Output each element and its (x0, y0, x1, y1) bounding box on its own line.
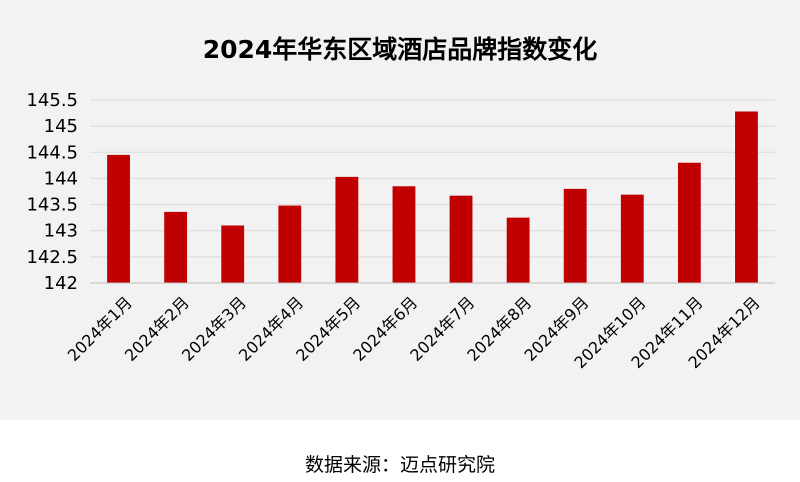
bars (107, 111, 758, 283)
y-tick-label: 145.5 (26, 90, 78, 111)
y-axis: 145.5 145 144.5 144 143.5 143 142.5 142 (26, 90, 78, 294)
data-source-note: 数据来源：迈点研究院 (304, 454, 495, 476)
bar (107, 154, 130, 283)
bar (449, 195, 473, 283)
bar (677, 162, 701, 283)
x-axis: 2024年1月2024年2月2024年3月2024年4月2024年5月2024年… (64, 282, 775, 372)
bar (620, 194, 644, 283)
bar (278, 205, 302, 283)
bar (164, 211, 188, 283)
bar (221, 225, 245, 283)
y-tick-label: 143.5 (26, 195, 78, 216)
chart-title: 2024年华东区域酒店品牌指数变化 (202, 35, 598, 64)
y-tick-label: 145 (44, 116, 78, 137)
bar (335, 176, 359, 283)
y-tick-label: 142.5 (26, 247, 78, 268)
y-tick-label: 143 (44, 221, 78, 242)
y-tick-label: 144 (44, 168, 78, 189)
bar (392, 186, 416, 283)
bar (506, 217, 530, 283)
bar (735, 111, 758, 283)
bar (563, 188, 587, 283)
bar-chart: 145.5 145 144.5 144 143.5 143 142.5 142 2024年1月… (26, 90, 775, 372)
y-tick-label: 142 (44, 273, 78, 294)
gridlines (90, 99, 775, 284)
y-tick-label: 144.5 (26, 142, 78, 163)
